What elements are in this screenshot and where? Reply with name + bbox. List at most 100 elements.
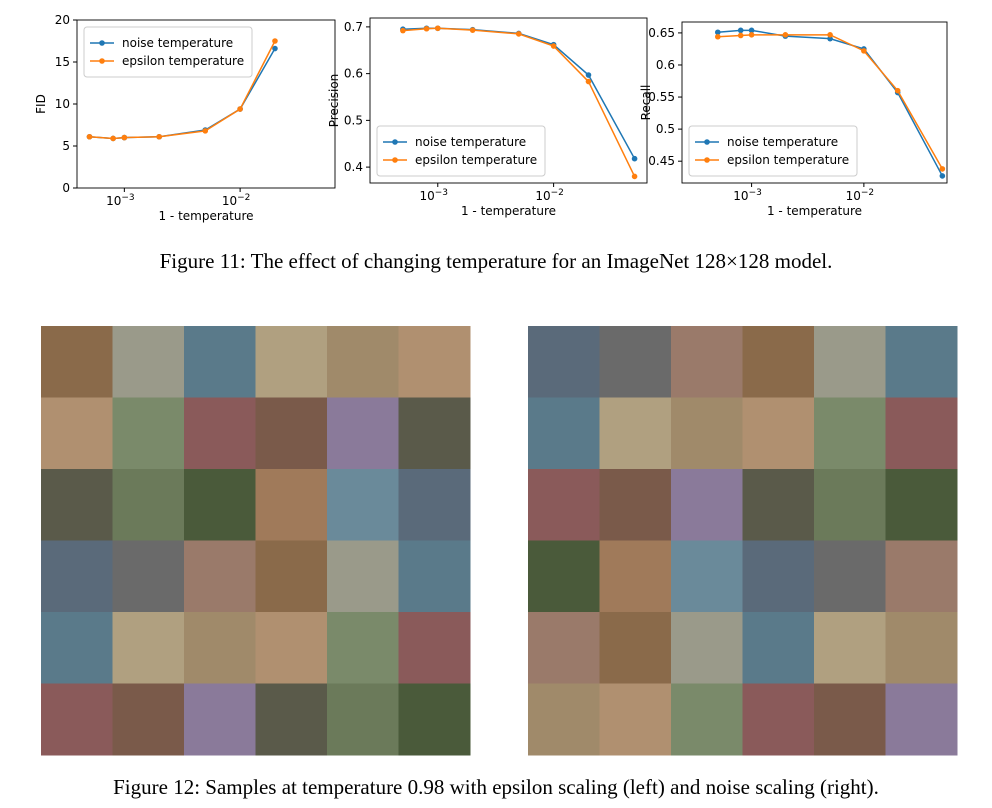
data-point <box>827 35 833 42</box>
sample-image <box>885 326 958 398</box>
legend-marker <box>392 157 398 163</box>
figure-caption: Figure 11: The effect of changing temper… <box>160 249 833 273</box>
sample-image <box>528 326 600 398</box>
sample-image <box>528 612 600 684</box>
sample-image <box>742 540 815 613</box>
data-point <box>939 166 946 172</box>
y-tick-label: 20 <box>55 13 70 27</box>
sample-image <box>184 612 256 684</box>
sample-grids <box>41 326 958 756</box>
sample-image <box>814 540 886 613</box>
sample-image <box>184 540 256 613</box>
sample-image <box>671 540 743 613</box>
sample-image <box>671 612 743 684</box>
sample-image <box>112 469 185 541</box>
data-point <box>434 25 441 32</box>
sample-image <box>742 326 815 398</box>
legend-marker <box>392 139 398 145</box>
sample-image <box>885 683 958 756</box>
data-point <box>400 27 406 34</box>
data-point <box>737 27 744 34</box>
legend-marker <box>704 157 710 163</box>
sample-image <box>528 469 600 541</box>
x-tick-label: 10−2 <box>535 188 564 203</box>
sample-image <box>599 540 672 613</box>
sample-image <box>814 326 886 398</box>
legend-label: epsilon temperature <box>415 153 537 167</box>
sample-image <box>814 683 886 756</box>
sample-image <box>671 326 743 398</box>
legend-box <box>376 125 546 177</box>
data-point <box>121 134 128 141</box>
data-point <box>748 27 755 34</box>
sample-image <box>255 683 328 756</box>
legend-label: noise temperature <box>122 36 233 50</box>
x-axis-label: 1 - temperature <box>461 204 556 218</box>
y-tick-label: 0.5 <box>656 122 675 136</box>
legend-marker <box>99 58 105 64</box>
y-tick-label: 0 <box>62 181 70 195</box>
y-tick-label: 0.7 <box>344 20 363 34</box>
data-point <box>748 32 755 38</box>
legend-marker <box>99 40 105 46</box>
sample-image <box>398 683 471 756</box>
sample-image <box>255 612 328 684</box>
data-point <box>272 45 278 52</box>
sample-image <box>112 540 185 613</box>
sample-image <box>255 397 328 470</box>
data-point <box>631 155 638 162</box>
sample-image <box>255 326 328 398</box>
data-point <box>894 87 901 94</box>
sample-image <box>184 469 256 541</box>
y-tick-label: 10 <box>55 97 70 111</box>
sample-image <box>255 540 328 613</box>
y-tick-label: 15 <box>55 55 70 69</box>
tick-exponent: −3 <box>121 193 134 203</box>
sample-image <box>398 326 471 398</box>
legend-marker <box>704 139 710 145</box>
sample-image <box>255 469 328 541</box>
plot-frame <box>681 21 948 184</box>
y-axis-label: FID <box>34 94 48 114</box>
data-point <box>237 106 243 112</box>
data-point <box>827 32 833 38</box>
data-point <box>585 72 592 78</box>
sample-image <box>528 397 600 470</box>
x-axis-label: 1 - temperature <box>158 209 253 223</box>
tick-exponent: −2 <box>551 188 564 198</box>
sample-image <box>528 683 600 756</box>
tick-exponent: −3 <box>749 188 762 198</box>
sample-image <box>671 397 743 470</box>
sample-image <box>599 397 672 470</box>
tick-base: 10 <box>419 189 434 203</box>
y-tick-label: 0.45 <box>648 154 675 168</box>
sample-image <box>742 612 815 684</box>
sample-image <box>41 612 113 684</box>
sample-image <box>41 540 113 613</box>
sample-image <box>184 397 256 470</box>
sample-image <box>599 612 672 684</box>
sample-image <box>742 469 815 541</box>
data-point <box>550 43 557 49</box>
data-point <box>782 32 789 38</box>
tick-base: 10 <box>535 189 550 203</box>
sample-image <box>327 397 399 470</box>
sample-image <box>398 397 471 470</box>
sample-image <box>671 469 743 541</box>
sample-image <box>885 397 958 470</box>
sample-image <box>885 469 958 541</box>
y-axis-label: Recall <box>639 85 653 121</box>
legend-label: noise temperature <box>415 135 526 149</box>
tick-exponent: −2 <box>861 188 874 198</box>
sample-image <box>184 683 256 756</box>
data-point <box>110 135 116 142</box>
sample-image <box>528 540 600 613</box>
sample-image <box>112 683 185 756</box>
data-point <box>515 31 522 37</box>
y-tick-label: 0.4 <box>344 160 363 174</box>
plot-frame <box>369 17 648 184</box>
sample-image <box>184 326 256 398</box>
figure-caption: Figure 12: Samples at temperature 0.98 w… <box>113 775 879 799</box>
